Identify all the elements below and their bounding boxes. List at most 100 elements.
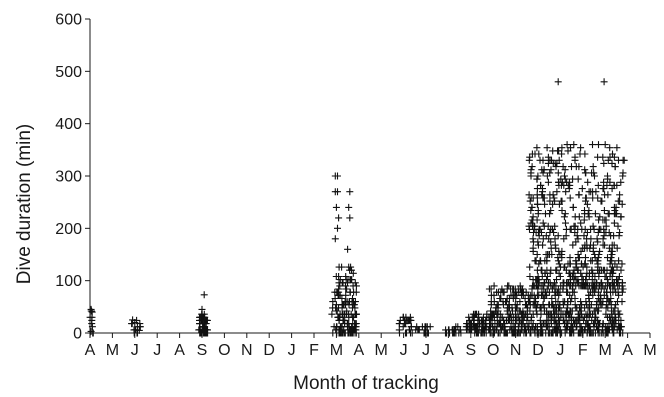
data-point xyxy=(349,269,357,277)
data-point xyxy=(575,191,583,199)
data-point xyxy=(563,310,571,318)
data-point xyxy=(619,172,627,180)
data-point xyxy=(485,285,493,293)
data-point xyxy=(535,276,543,284)
data-point xyxy=(537,181,545,189)
data-point xyxy=(503,298,510,306)
data-point xyxy=(536,156,544,164)
data-point xyxy=(345,203,353,211)
data-point xyxy=(345,263,353,271)
data-point xyxy=(328,310,336,318)
data-point xyxy=(572,282,580,290)
data-point xyxy=(570,320,578,328)
data-point xyxy=(591,282,599,290)
data-point xyxy=(551,320,559,328)
data-point xyxy=(86,313,94,321)
data-point xyxy=(552,244,560,252)
data-point xyxy=(616,326,624,334)
x-tick-label: M xyxy=(375,342,388,359)
y-axis-title: Dive duration (min) xyxy=(14,124,35,285)
data-point xyxy=(540,222,548,230)
data-point xyxy=(534,200,542,208)
data-point xyxy=(135,326,143,334)
data-point xyxy=(405,316,413,324)
y-tick-label: 600 xyxy=(55,12,82,29)
data-point xyxy=(606,257,614,265)
data-point xyxy=(589,163,597,171)
data-point xyxy=(550,229,558,236)
data-point xyxy=(594,238,602,246)
data-point xyxy=(599,153,607,161)
data-point xyxy=(88,308,96,316)
data-point xyxy=(609,307,617,315)
x-tick-label: A xyxy=(622,342,633,359)
data-point xyxy=(449,329,457,337)
data-point xyxy=(600,185,608,193)
data-point xyxy=(586,310,594,318)
y-tick-label: 0 xyxy=(73,326,82,343)
data-point xyxy=(581,169,589,177)
data-point xyxy=(329,304,337,312)
data-point xyxy=(554,169,562,177)
data-point xyxy=(335,263,343,271)
data-point xyxy=(422,323,430,331)
data-point xyxy=(583,229,591,236)
data-point xyxy=(445,326,452,334)
data-point xyxy=(570,141,578,149)
data-point xyxy=(527,207,535,214)
data-point xyxy=(526,263,534,271)
data-point xyxy=(335,214,343,222)
data-point xyxy=(591,210,599,218)
data-point xyxy=(530,225,538,233)
data-point xyxy=(526,197,534,205)
data-point xyxy=(543,257,551,265)
data-point xyxy=(539,301,547,309)
data-point xyxy=(580,282,588,290)
data-point xyxy=(329,329,337,337)
data-point xyxy=(569,175,577,183)
data-point xyxy=(566,254,574,262)
data-point xyxy=(611,260,619,268)
y-tick-label: 100 xyxy=(55,273,82,290)
data-point xyxy=(468,313,476,321)
data-point xyxy=(560,316,568,324)
data-point xyxy=(578,225,586,233)
data-point xyxy=(527,172,535,180)
data-point xyxy=(534,285,542,293)
data-point xyxy=(596,329,604,337)
data-point xyxy=(564,288,572,296)
data-point xyxy=(334,224,341,232)
data-point xyxy=(352,310,360,318)
data-point xyxy=(553,266,561,274)
data-point xyxy=(342,273,350,280)
data-point xyxy=(529,194,537,202)
data-point xyxy=(607,254,615,262)
data-point xyxy=(531,326,539,334)
data-point xyxy=(335,326,343,334)
data-point xyxy=(539,169,547,177)
data-point xyxy=(547,166,555,174)
data-point xyxy=(538,229,545,236)
data-point xyxy=(329,298,337,306)
data-point xyxy=(551,279,558,287)
data-point xyxy=(617,213,625,221)
data-point xyxy=(89,329,97,337)
data-point xyxy=(522,301,530,309)
data-point xyxy=(583,269,591,277)
data-point xyxy=(496,295,504,302)
data-point xyxy=(618,260,626,268)
data-point xyxy=(557,197,565,205)
data-point xyxy=(549,191,557,199)
data-point xyxy=(590,225,598,233)
data-point xyxy=(620,156,628,164)
data-point xyxy=(344,320,352,328)
data-point xyxy=(528,203,536,211)
x-tick-label: M xyxy=(330,342,343,359)
data-point xyxy=(587,241,594,249)
y-tick-label: 200 xyxy=(55,221,82,238)
data-point xyxy=(531,257,539,265)
data-point xyxy=(577,219,585,227)
data-point xyxy=(339,329,347,337)
